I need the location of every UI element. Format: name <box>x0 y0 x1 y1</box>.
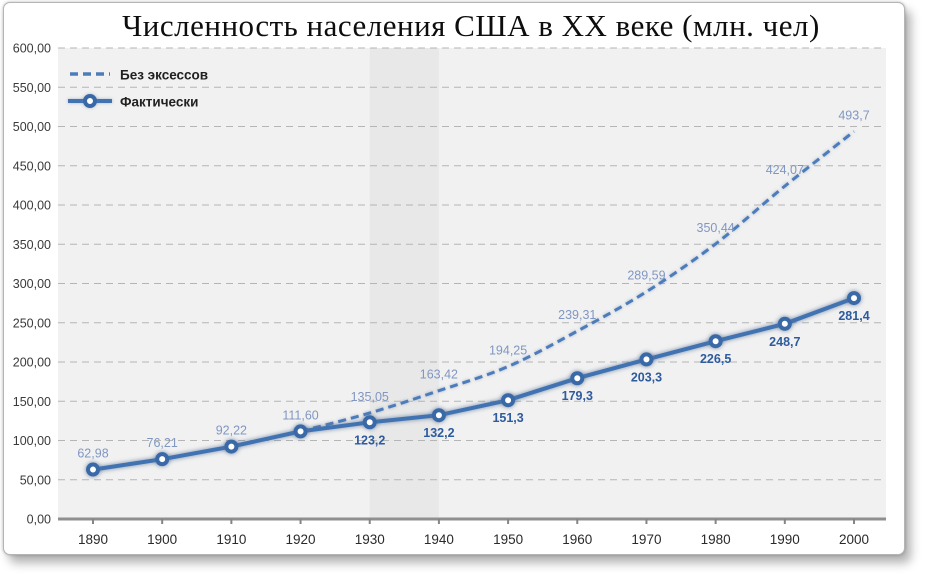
y-tick-label: 250,00 <box>13 316 51 330</box>
x-tick-label: 1910 <box>216 532 246 547</box>
data-label-bez-excessov: 135,05 <box>351 390 389 404</box>
y-tick-label: 150,00 <box>13 395 51 409</box>
data-label-bez-excessov: 289,59 <box>627 269 665 283</box>
y-tick-label: 50,00 <box>20 473 51 487</box>
data-point-marker <box>570 371 585 386</box>
y-tick-label: 100,00 <box>13 434 51 448</box>
x-tick-label: 1990 <box>770 532 800 547</box>
data-label-fakticheski: 203,3 <box>631 370 662 384</box>
gridlines <box>58 47 886 481</box>
legend-label-fakticheski: Фактически <box>120 95 198 110</box>
data-point-marker <box>708 334 723 349</box>
data-label-bez-excessov: 62,98 <box>77 447 108 461</box>
x-tick-label: 1890 <box>78 532 108 547</box>
x-tick-label: 1980 <box>701 532 731 547</box>
y-tick-label: 550,00 <box>13 81 51 95</box>
x-tick-label: 1960 <box>562 532 592 547</box>
data-label-bez-excessov: 92,22 <box>216 424 247 438</box>
population-line-chart: 0,00 50,00 100,00 150,00 200,00 250,00 300,00 3… <box>13 42 886 548</box>
data-label-bez-excessov: 350,44 <box>697 221 735 235</box>
data-label-fakticheski: 123,2 <box>354 433 385 447</box>
data-point-marker <box>639 352 654 367</box>
data-point-marker <box>501 393 516 408</box>
legend-label-bez-excessov: Без эксессов <box>120 68 208 83</box>
x-axis <box>58 517 886 524</box>
chart-card: Численность населения США в XX веке (млн… <box>3 2 905 555</box>
x-tick-label: 1920 <box>286 532 316 547</box>
data-point-marker <box>86 462 100 477</box>
chart-title: Численность населения США в XX веке (млн… <box>122 8 820 43</box>
data-label-fakticheski: 151,3 <box>492 411 523 425</box>
legend-marker-sample <box>83 94 97 108</box>
line-bez-excessov <box>300 130 855 433</box>
data-point-marker <box>777 316 792 331</box>
x-tick-label: 1970 <box>631 532 661 547</box>
data-label-fakticheski: 248,7 <box>769 335 800 349</box>
data-label-bez-excessov: 163,42 <box>420 368 458 382</box>
axis-tick-labels: 0,00 50,00 100,00 150,00 200,00 250,00 300,00 3… <box>13 42 869 548</box>
data-point-marker <box>155 452 170 467</box>
y-tick-label: 300,00 <box>13 277 51 291</box>
data-point-marker <box>293 424 308 439</box>
data-point-marker <box>847 291 861 306</box>
data-label-fakticheski: 132,2 <box>423 426 454 440</box>
x-tick-label: 1940 <box>424 532 454 547</box>
x-tick-label: 1950 <box>493 532 523 547</box>
y-tick-label: 600,00 <box>13 42 51 56</box>
data-label-bez-excessov: 493,7 <box>838 108 869 122</box>
data-label-fakticheski: 179,3 <box>562 389 593 403</box>
data-label-fakticheski: 226,5 <box>700 352 731 366</box>
y-tick-label: 400,00 <box>13 199 51 213</box>
data-label-bez-excessov: 111,60 <box>282 408 318 422</box>
data-point-marker <box>431 408 446 423</box>
shaded-decade-band <box>369 48 439 519</box>
data-label-bez-excessov: 194,25 <box>489 344 527 358</box>
data-labels: 62,98 76,21 92,22 111,60 135,05 163,42 194,25 2… <box>77 108 869 460</box>
y-tick-label: 500,00 <box>13 120 51 134</box>
y-tick-label: 450,00 <box>13 159 51 173</box>
x-tick-label: 2000 <box>839 532 869 547</box>
data-label-bez-excessov: 239,31 <box>558 308 596 322</box>
x-tick-label: 1930 <box>355 532 385 547</box>
series-lines <box>86 130 861 477</box>
y-tick-label: 350,00 <box>13 238 51 252</box>
data-label-bez-excessov: 76,21 <box>147 436 178 450</box>
x-tick-label: 1900 <box>147 532 177 547</box>
y-tick-label: 0,00 <box>27 513 51 527</box>
legend: Без эксессов Фактически <box>68 68 208 110</box>
shaded-band <box>369 48 439 519</box>
data-point-marker <box>362 415 377 430</box>
data-point-marker <box>224 439 239 454</box>
y-tick-label: 200,00 <box>13 356 51 370</box>
data-label-fakticheski: 281,4 <box>838 309 869 323</box>
line-fakticheski <box>92 296 855 472</box>
data-label-bez-excessov: 424,07 <box>766 163 804 177</box>
